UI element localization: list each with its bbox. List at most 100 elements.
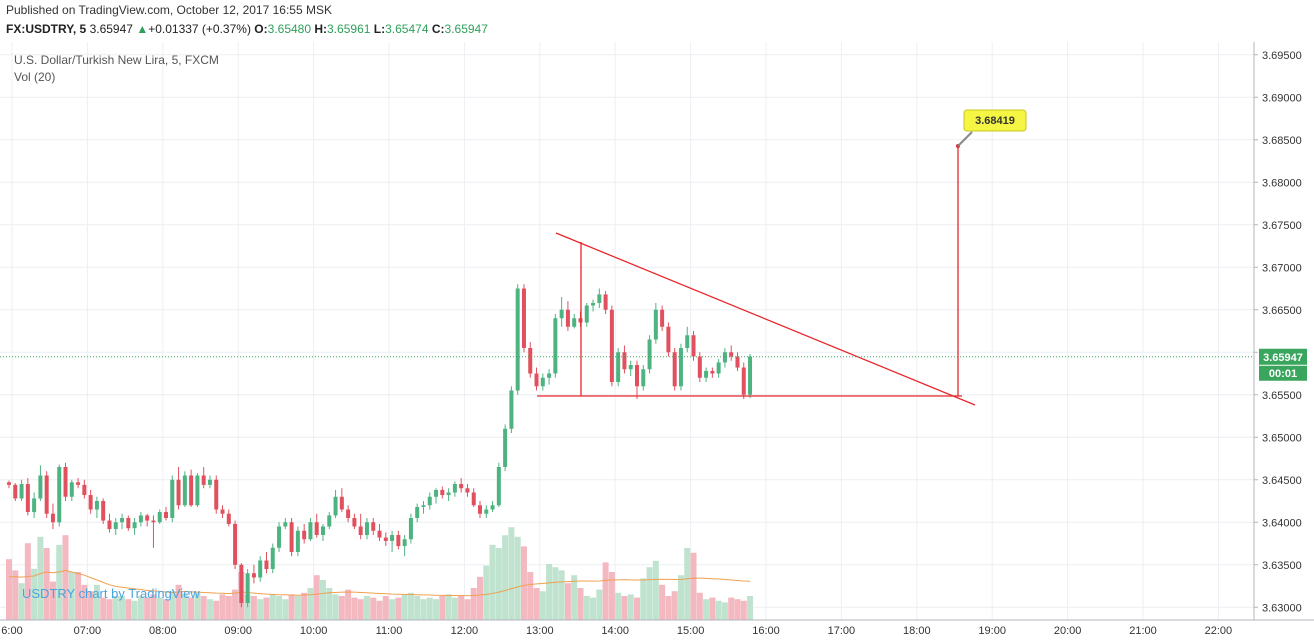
volume-bar	[194, 592, 201, 620]
high-label: H:	[314, 22, 328, 36]
triangle-drawing[interactable]	[537, 144, 976, 406]
candle-body	[214, 479, 219, 510]
candle-body	[277, 526, 282, 548]
volume-bar	[144, 597, 151, 620]
volume-bar	[320, 580, 326, 620]
candle-body	[195, 475, 200, 506]
volume-bar	[332, 594, 339, 620]
candle-body	[7, 482, 11, 485]
volume-bar	[451, 597, 458, 620]
candle	[446, 488, 451, 501]
candle	[741, 362, 746, 399]
price-axis[interactable]: 3.63000 3.63500 3.64000 3.64500 3.65000 3.655…	[1253, 42, 1302, 620]
volume-bar	[382, 596, 389, 620]
volume-bar	[514, 536, 521, 620]
volume-bar	[175, 584, 182, 620]
volume-bar	[734, 599, 741, 620]
candle-body	[496, 467, 501, 506]
candle	[251, 564, 256, 584]
triangle-resistance-line[interactable]	[555, 232, 976, 406]
candle-body	[427, 496, 432, 506]
close-label: C:	[431, 22, 445, 36]
candle	[547, 369, 552, 385]
low-label: L:	[373, 22, 386, 36]
volume-bar	[458, 596, 465, 620]
candle	[484, 505, 489, 518]
close-value: 3.65947	[444, 22, 488, 36]
countdown-box	[1259, 365, 1307, 381]
candle-body	[553, 318, 558, 374]
candle-body	[622, 352, 627, 370]
time-axis[interactable]: 6:00 07:00 08:00 09:00 10:00 11:00 12:00 13:00 1…	[0, 619, 1314, 637]
candle-body	[38, 475, 43, 499]
candle-body	[176, 479, 181, 506]
volume-bar	[288, 594, 295, 620]
candle	[628, 360, 633, 377]
time-tick-label: 16:00	[752, 625, 780, 637]
volume-bar	[326, 588, 333, 620]
candle-body	[251, 573, 256, 578]
candle	[107, 513, 112, 533]
volume-bar	[420, 599, 427, 620]
candle	[666, 322, 671, 357]
volume-bar	[206, 599, 213, 620]
volume-bar	[445, 594, 452, 620]
volume-bar	[169, 591, 176, 620]
candle-body	[233, 523, 238, 565]
candle	[333, 489, 338, 518]
candle-body	[44, 475, 49, 514]
series-title: U.S. Dollar/Turkish New Lira, 5, FXCM	[14, 53, 219, 67]
candle-body	[446, 492, 451, 496]
candle	[377, 523, 382, 541]
volume-bar	[464, 599, 471, 620]
candle-body	[390, 535, 395, 541]
candle	[283, 518, 288, 530]
volume-bar	[627, 594, 634, 620]
candle-body	[245, 573, 250, 603]
candle	[528, 342, 533, 378]
candle	[120, 513, 125, 530]
candle-body	[691, 335, 696, 357]
candle-body	[459, 484, 464, 489]
time-tick-label: 11:00	[376, 625, 403, 637]
candle-body	[377, 530, 382, 538]
candle-body	[352, 518, 357, 527]
candle-body	[465, 488, 470, 493]
volume-bar	[508, 527, 515, 620]
price-chart[interactable]: 3.68419 3.63000 3.63500 3.64000 3.64500 3.65…	[0, 42, 1314, 642]
candle-body	[421, 505, 426, 507]
candle	[239, 563, 244, 608]
candle	[352, 513, 357, 530]
candle	[603, 291, 608, 314]
candle-body	[735, 356, 740, 368]
candle	[44, 471, 49, 518]
volume-bar	[747, 596, 754, 620]
candle	[534, 367, 539, 391]
candle-body	[189, 475, 194, 506]
volume-bar	[621, 596, 628, 620]
candle-body	[722, 352, 727, 363]
candle	[189, 469, 194, 507]
volume-bar	[24, 543, 31, 620]
volume-bar	[634, 597, 640, 620]
volume-bar	[558, 570, 565, 620]
candle	[302, 523, 307, 544]
volume-bar	[276, 596, 283, 620]
volume-bar	[433, 599, 440, 620]
candle	[233, 520, 238, 569]
candle-body	[371, 522, 376, 531]
candle-body	[572, 318, 577, 327]
candle-body	[641, 369, 646, 387]
volume-bar	[684, 548, 691, 620]
volume-bar	[721, 602, 728, 620]
volume-bar	[703, 599, 710, 620]
candle-body	[346, 509, 351, 518]
candle	[346, 505, 351, 523]
candle	[321, 523, 325, 541]
target-callout[interactable]: 3.68419	[957, 109, 1027, 147]
time-tick-label: 10:00	[300, 625, 328, 637]
candles	[7, 284, 753, 608]
candle	[364, 518, 369, 540]
candle-body	[452, 484, 457, 493]
watermark: USDTRY chart by TradingView	[22, 586, 200, 601]
